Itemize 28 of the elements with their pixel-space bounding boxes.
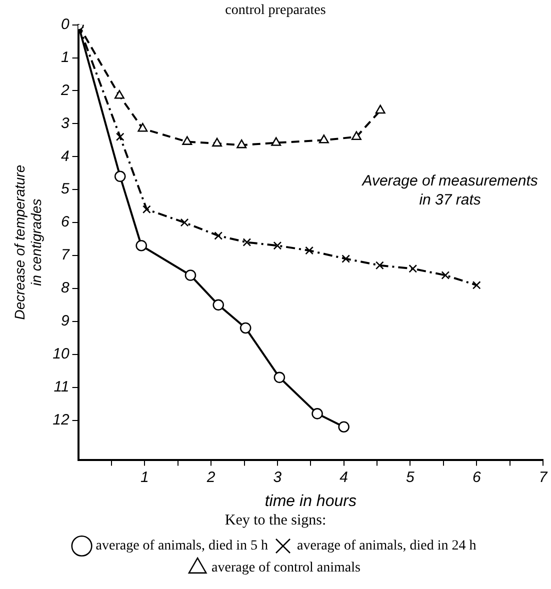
y-tick-label: 10 bbox=[52, 346, 70, 363]
legend-title: Key to the signs: bbox=[224, 512, 326, 528]
legend-label: average of animals, died in 24 h bbox=[297, 538, 476, 554]
y-tick-label: 9 bbox=[60, 312, 70, 330]
y-tick-label: 7 bbox=[60, 246, 70, 264]
y-tick-label: 4 bbox=[60, 148, 70, 165]
y-tick-label: 11 bbox=[54, 378, 70, 396]
x-tick-label: 1 bbox=[140, 468, 149, 486]
y-tick-label: 1 bbox=[60, 48, 70, 66]
y-tick-label: 2 bbox=[60, 82, 70, 99]
x-tick-label: 4 bbox=[340, 468, 348, 486]
chart-title: control preparates bbox=[225, 3, 326, 18]
x-tick-label: 3 bbox=[273, 468, 282, 486]
y-tick-label: 5 bbox=[60, 180, 70, 198]
x-tick-label: 6 bbox=[472, 468, 482, 486]
y-tick-label: 0 bbox=[60, 16, 70, 33]
x-axis-title: time in hours bbox=[264, 492, 356, 510]
x-tick-label: 7 bbox=[538, 468, 548, 486]
y-tick-label: 3 bbox=[60, 114, 70, 132]
legend-label: average of control animals bbox=[212, 560, 360, 576]
annotation: Average of measurements in 37 rats bbox=[361, 172, 538, 209]
y-tick-label: 12 bbox=[52, 411, 70, 428]
y-tick-label: 6 bbox=[60, 214, 70, 231]
y-tick-label: 8 bbox=[60, 280, 70, 297]
legend-label: average of animals, died in 5 h bbox=[96, 538, 268, 554]
x-tick-label: 5 bbox=[406, 468, 416, 486]
y-axis-title: Decrease of temperature in centigrades bbox=[11, 164, 44, 320]
x-tick-label: 2 bbox=[206, 468, 216, 486]
